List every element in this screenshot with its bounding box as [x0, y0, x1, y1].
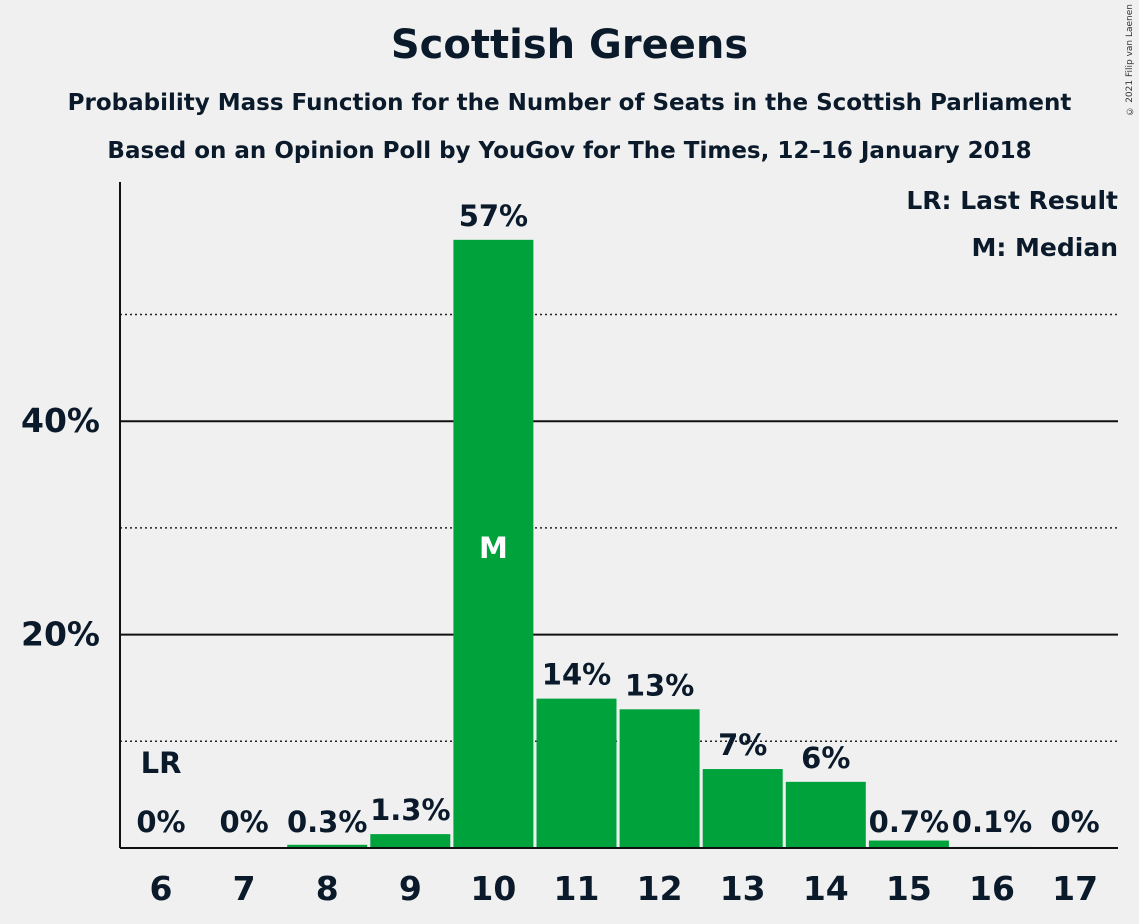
x-tick-label: 13: [720, 869, 766, 908]
bar: [619, 709, 700, 848]
bar: [785, 781, 866, 848]
bar: [370, 834, 451, 848]
chart-source: Based on an Opinion Poll by YouGov for T…: [107, 138, 1032, 164]
x-tick-label: 15: [886, 869, 932, 908]
bar-labels: 0% 0% 0.3% 1.3% 57% 14% 13% 7% 6% 0.7% 0.1% 0%: [136, 199, 1099, 839]
gridlines: 20% 40%: [21, 313, 1118, 743]
chart-subtitle: Probability Mass Function for the Number…: [67, 90, 1072, 116]
bar-value-label: 0.7%: [869, 805, 949, 839]
median-marker: M: [479, 531, 508, 565]
bar-value-label: 13%: [625, 668, 694, 702]
bar-value-label: 6%: [801, 741, 850, 775]
legend-last-result: LR: Last Result: [906, 186, 1118, 215]
y-tick-label: 20%: [21, 615, 100, 654]
x-tick-label: 17: [1052, 869, 1098, 908]
bar-value-label: 0%: [1050, 805, 1099, 839]
bar-value-label: 0%: [136, 805, 185, 839]
x-tick-label: 12: [637, 869, 683, 908]
bar: [453, 239, 534, 848]
bars: [287, 239, 1032, 848]
bar-value-label: 1.3%: [370, 793, 450, 827]
bar-value-label: 0.3%: [287, 805, 367, 839]
bar-value-label: 14%: [542, 658, 611, 692]
x-tick-label: 7: [233, 869, 256, 908]
bar-value-label: 7%: [718, 728, 767, 762]
bar: [702, 769, 783, 848]
x-tick-label: 9: [399, 869, 422, 908]
bar: [868, 840, 949, 848]
bar-value-label: 0.1%: [952, 805, 1032, 839]
bar: [287, 844, 368, 848]
last-result-marker: LR: [141, 746, 182, 780]
bar-value-label: 0%: [219, 805, 268, 839]
bar-value-label: 57%: [459, 199, 528, 233]
y-tick-label: 40%: [21, 401, 100, 440]
chart-title: Scottish Greens: [390, 22, 749, 68]
x-tick-label: 6: [150, 869, 173, 908]
x-tick-label: 10: [470, 869, 516, 908]
x-tick-label: 11: [554, 869, 600, 908]
legend-median: M: Median: [971, 233, 1118, 262]
x-tick-label: 8: [316, 869, 339, 908]
bar: [536, 698, 617, 848]
x-tick-label: 16: [969, 869, 1015, 908]
x-tick-label: 14: [803, 869, 849, 908]
